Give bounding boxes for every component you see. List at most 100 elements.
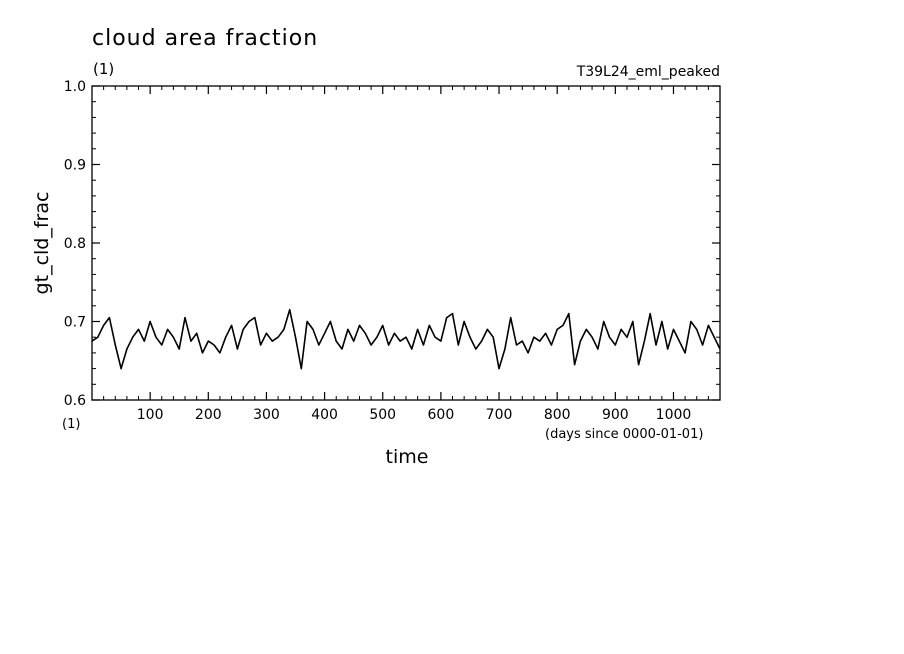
data-point <box>382 324 384 327</box>
data-point <box>568 313 570 315</box>
data-point <box>463 320 465 323</box>
data-point <box>143 340 145 342</box>
data-point <box>283 328 285 330</box>
x-tick-label: 300 <box>253 407 280 423</box>
data-point <box>428 324 430 327</box>
data-point <box>166 328 169 330</box>
data-point <box>172 336 175 338</box>
data-point <box>556 328 558 330</box>
data-point <box>672 328 675 330</box>
data-point <box>637 364 640 366</box>
data-point <box>318 344 320 346</box>
data-point <box>701 344 704 346</box>
x-tick-label: 1000 <box>656 407 692 423</box>
data-point <box>585 328 587 330</box>
data-point <box>527 352 529 354</box>
data-point <box>341 348 343 350</box>
data-point <box>498 368 500 370</box>
data-point <box>434 336 436 338</box>
data-point <box>690 320 692 323</box>
data-point <box>661 320 663 323</box>
data-point <box>323 332 326 334</box>
x-tick-label: 400 <box>311 407 338 423</box>
x-tick-label: 200 <box>195 407 222 423</box>
data-point <box>364 332 366 334</box>
data-point <box>225 336 227 338</box>
plot-area: 100 200 300 400 500 600 700 800 900 1000 0.6 0.7 0.8… <box>64 79 721 423</box>
data-point <box>486 328 489 330</box>
data-point <box>289 309 291 311</box>
series-line <box>91 308 721 370</box>
data-point <box>446 316 448 319</box>
data-point <box>707 324 709 327</box>
x-tick-label: 100 <box>137 407 164 423</box>
data-point <box>277 336 279 338</box>
data-point <box>190 340 192 342</box>
data-point <box>347 328 349 330</box>
data-point <box>510 316 512 319</box>
data-point <box>236 348 238 350</box>
data-point <box>475 348 477 350</box>
data-point <box>114 344 116 346</box>
chart-title: cloud area fraction <box>92 26 318 51</box>
data-point <box>358 324 361 327</box>
data-point <box>271 340 273 342</box>
y-tick-label: 0.6 <box>64 393 86 409</box>
data-point <box>562 324 564 327</box>
y-tick-label: 0.8 <box>64 236 86 252</box>
plot-frame <box>91 85 721 401</box>
data-point <box>184 316 186 319</box>
data-point <box>451 313 454 315</box>
data-point <box>393 332 395 334</box>
data-point <box>260 344 262 346</box>
data-point <box>91 340 93 342</box>
data-point <box>126 348 128 350</box>
x-axis-units: (days since 0000-01-01) <box>545 427 703 442</box>
data-point <box>230 324 233 327</box>
x-tick-label: 900 <box>602 407 629 423</box>
data-point <box>678 340 680 342</box>
data-point <box>521 340 523 342</box>
data-point <box>265 332 268 334</box>
y-axis-units: (1) <box>62 417 80 432</box>
data-point <box>178 348 180 350</box>
data-point <box>643 340 646 342</box>
data-point <box>713 336 715 338</box>
data-point <box>440 340 442 342</box>
data-point <box>632 320 634 323</box>
data-point <box>335 340 337 342</box>
data-point <box>480 340 483 342</box>
data-point <box>457 344 459 346</box>
data-point <box>242 328 244 330</box>
data-point <box>608 336 611 338</box>
x-tick-label: 800 <box>544 407 571 423</box>
data-point <box>539 340 541 342</box>
data-point <box>312 328 314 330</box>
data-point <box>655 344 657 346</box>
data-point <box>300 368 302 370</box>
data-point <box>591 336 593 338</box>
data-point <box>603 320 605 323</box>
data-point <box>196 332 198 334</box>
data-point <box>550 344 552 346</box>
data-point <box>597 348 599 350</box>
data-point <box>614 344 616 346</box>
data-point <box>504 348 506 350</box>
data-point <box>201 352 204 354</box>
data-point <box>649 313 651 315</box>
x-tick-label: 700 <box>486 407 513 423</box>
data-point <box>149 320 151 323</box>
data-point <box>387 344 390 346</box>
data-point <box>137 328 140 330</box>
x-tick-label: 600 <box>428 407 455 423</box>
data-point <box>103 324 105 327</box>
data-point <box>399 340 401 342</box>
data-point <box>254 316 256 319</box>
data-point <box>108 316 111 319</box>
data-point <box>294 336 297 338</box>
data-point <box>132 336 134 338</box>
data-point <box>574 364 576 366</box>
data-point <box>306 320 308 323</box>
data-point <box>219 352 221 354</box>
